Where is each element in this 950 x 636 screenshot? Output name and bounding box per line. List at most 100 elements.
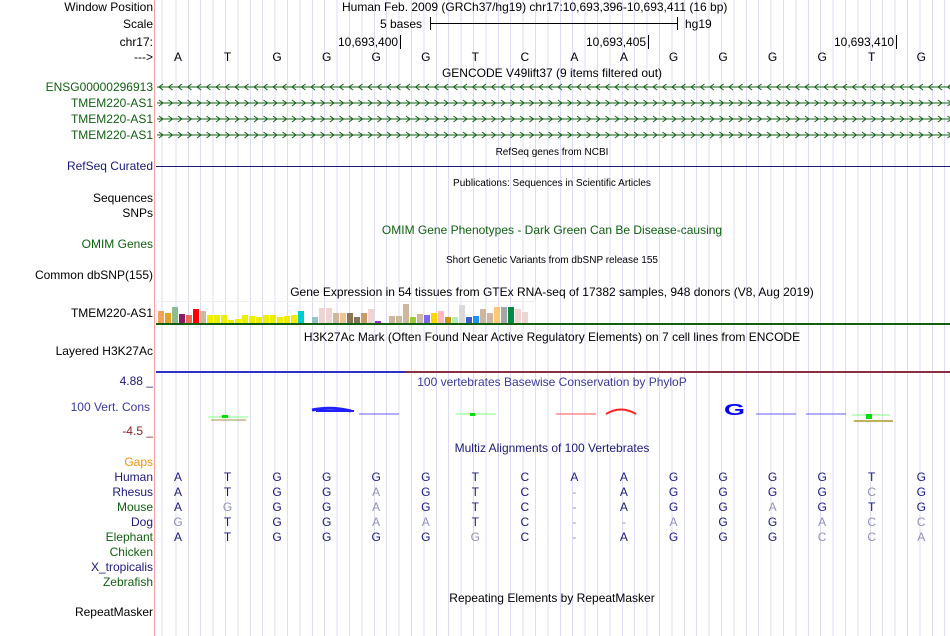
gtex-tissue-bar[interactable] (165, 313, 171, 324)
label-separator (154, 0, 155, 636)
gtex-tissue-bar[interactable] (459, 305, 465, 324)
aligned-base: - (572, 485, 577, 499)
gene-label[interactable]: ENSG00000296913 (45, 80, 153, 94)
gtex-tissue-bar[interactable] (508, 307, 514, 324)
gene-label[interactable]: TMEM220-AS1 (70, 128, 153, 142)
gtex-tissue-bar[interactable] (228, 320, 234, 324)
gtex-tissue-bar[interactable] (389, 316, 395, 324)
gtex-tissue-bar[interactable] (466, 317, 472, 324)
gtex-tissue-bar[interactable] (298, 311, 304, 324)
gtex-tissue-bar[interactable] (284, 316, 290, 324)
gtex-tissue-bar[interactable] (221, 315, 227, 324)
omim-label[interactable]: OMIM Genes (81, 237, 153, 251)
gtex-tissue-bar[interactable] (319, 308, 325, 324)
gtex-tissue-bar[interactable] (179, 314, 185, 324)
gtex-tissue-bar[interactable] (172, 307, 178, 324)
gtex-tissue-bar[interactable] (445, 317, 451, 324)
gtex-tissue-bar[interactable] (424, 315, 430, 324)
gene-feature-plus[interactable] (157, 98, 950, 108)
gtex-tissue-bar[interactable] (515, 309, 521, 324)
aligned-base: T (223, 470, 232, 484)
reference-base: T (868, 50, 876, 64)
species-label[interactable]: X_tropicalis (90, 560, 153, 574)
reference-base: C (520, 50, 530, 64)
gtex-tissue-bar[interactable] (473, 316, 479, 324)
gtex-tissue-bar[interactable] (431, 313, 437, 324)
strand-label: ---> (134, 50, 153, 64)
repeatmasker-label[interactable]: RepeatMasker (74, 605, 153, 619)
gtex-tissue-bar[interactable] (193, 309, 199, 324)
gene-label[interactable]: TMEM220-AS1 (70, 112, 153, 126)
gtex-tissue-bar[interactable] (368, 309, 374, 324)
species-label[interactable]: Mouse (116, 500, 153, 514)
gtex-tissue-bar[interactable] (200, 311, 206, 324)
refseq-feature[interactable] (156, 166, 950, 167)
scale-bar (430, 23, 677, 24)
aligned-base: G (767, 485, 778, 499)
gtex-tissue-bar[interactable] (333, 313, 339, 324)
gtex-tissue-bar[interactable] (270, 315, 276, 324)
gtex-tissue-bar[interactable] (361, 313, 367, 324)
gtex-tissue-bar[interactable] (487, 313, 493, 324)
scale-bar-end (430, 17, 431, 30)
gtex-tissue-bar[interactable] (158, 311, 164, 324)
aligned-base: A (173, 530, 183, 544)
gtex-tissue-bar[interactable] (410, 317, 416, 324)
gtex-tissue-bar[interactable] (312, 317, 318, 324)
gene-feature-plus[interactable] (157, 130, 950, 140)
sequences-label[interactable]: Sequences (92, 191, 153, 205)
gtex-tissue-bar[interactable] (494, 307, 500, 324)
gtex-tissue-bar[interactable] (277, 317, 283, 324)
gtex-tissue-bar[interactable] (249, 316, 255, 324)
gtex-tissue-bar[interactable] (207, 315, 213, 324)
gtex-tissue-bar[interactable] (354, 317, 360, 324)
aligned-base: T (223, 485, 232, 499)
species-label[interactable]: Rhesus (112, 485, 153, 499)
gtex-bar-chart[interactable] (156, 301, 536, 324)
gtex-tissue-bar[interactable] (263, 315, 269, 324)
gtex-tissue-bar[interactable] (214, 315, 220, 324)
species-label[interactable]: Human (114, 470, 153, 484)
snps-label[interactable]: SNPs (122, 206, 153, 220)
aligned-base: A (372, 500, 381, 514)
gtex-tissue-bar[interactable] (375, 321, 381, 324)
dbsnp-label[interactable]: Common dbSNP(155) (34, 268, 153, 282)
gtex-tissue-bar[interactable] (347, 313, 353, 324)
gtex-tissue-bar[interactable] (396, 316, 402, 324)
gtex-tissue-bar[interactable] (452, 317, 458, 324)
reference-base: T (223, 50, 232, 64)
refseq-label[interactable]: RefSeq Curated (66, 159, 153, 173)
aligned-base: C (520, 515, 530, 529)
aligned-base: T (868, 470, 876, 484)
species-label[interactable]: Chicken (109, 545, 153, 559)
gtex-tissue-bar[interactable] (438, 311, 444, 324)
gtex-tissue-bar[interactable] (186, 315, 192, 324)
h3k27ac-label[interactable]: Layered H3K27Ac (55, 344, 153, 358)
refseq-track-title: RefSeq genes from NCBI (495, 147, 609, 158)
gtex-tissue-bar[interactable] (340, 313, 346, 324)
gaps-label: Gaps (124, 455, 153, 469)
gene-feature-minus[interactable] (157, 82, 950, 92)
gtex-tissue-bar[interactable] (480, 309, 486, 324)
gene-feature-plus[interactable] (157, 114, 950, 124)
gtex-tissue-bar[interactable] (501, 307, 507, 324)
gtex-tissue-bar[interactable] (403, 304, 409, 324)
species-label[interactable]: Dog (130, 515, 153, 529)
species-label[interactable]: Zebrafish (102, 575, 153, 589)
position-tick: 10,693,410 (834, 35, 898, 49)
gene-label[interactable]: TMEM220-AS1 (70, 96, 153, 110)
species-label[interactable]: Elephant (105, 530, 153, 544)
gtex-tissue-bar[interactable] (522, 312, 528, 324)
gtex-tissue-bar[interactable] (235, 319, 241, 324)
gtex-tissue-bar[interactable] (242, 315, 248, 324)
aligned-base: G (718, 515, 728, 529)
gtex-tissue-bar[interactable] (417, 314, 423, 324)
aligned-base: A (917, 530, 926, 544)
gtex-tissue-bar[interactable] (291, 315, 297, 324)
position-text: Human Feb. 2009 (GRCh37/hg19) chr17:10,6… (342, 0, 728, 14)
gtex-tissue-bar[interactable] (326, 308, 332, 324)
cons-label[interactable]: 100 Vert. Cons (70, 400, 150, 414)
aligned-base: A (619, 500, 628, 514)
gtex-tissue-bar[interactable] (256, 317, 262, 324)
gtex-label[interactable]: TMEM220-AS1 (70, 306, 153, 320)
